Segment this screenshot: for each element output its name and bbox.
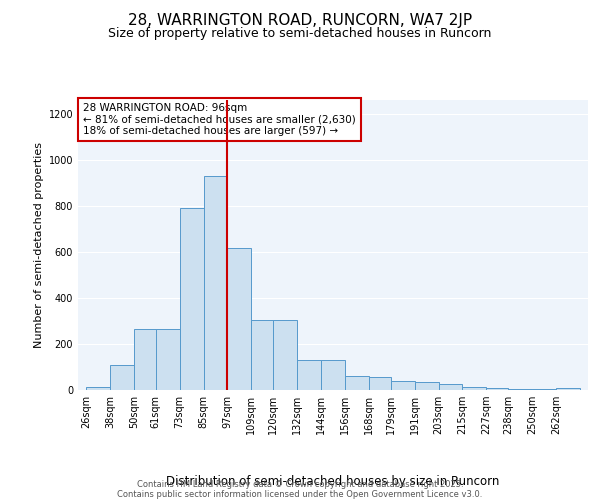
Text: 28 WARRINGTON ROAD: 96sqm
← 81% of semi-detached houses are smaller (2,630)
18% : 28 WARRINGTON ROAD: 96sqm ← 81% of semi-… [83,103,356,136]
Bar [110,364,134,390]
Bar [415,382,439,390]
Text: 28, WARRINGTON ROAD, RUNCORN, WA7 2JP: 28, WARRINGTON ROAD, RUNCORN, WA7 2JP [128,12,472,28]
Bar [251,320,273,390]
Y-axis label: Number of semi-detached properties: Number of semi-detached properties [34,142,44,348]
Text: Contains HM Land Registry data © Crown copyright and database right 2025.
Contai: Contains HM Land Registry data © Crown c… [118,480,482,499]
Bar [321,360,345,390]
Bar [227,248,251,390]
Bar [273,320,297,390]
Bar [86,386,110,390]
Bar [439,384,463,390]
Bar [463,387,487,390]
Text: Distribution of semi-detached houses by size in Runcorn: Distribution of semi-detached houses by … [166,474,500,488]
Bar [345,376,369,390]
Bar [556,388,580,390]
Bar [369,378,391,390]
Bar [203,176,227,390]
Text: Size of property relative to semi-detached houses in Runcorn: Size of property relative to semi-detach… [109,28,491,40]
Bar [487,388,508,390]
Bar [155,329,179,390]
Bar [134,329,155,390]
Bar [179,208,203,390]
Bar [391,381,415,390]
Bar [508,389,532,390]
Bar [297,360,321,390]
